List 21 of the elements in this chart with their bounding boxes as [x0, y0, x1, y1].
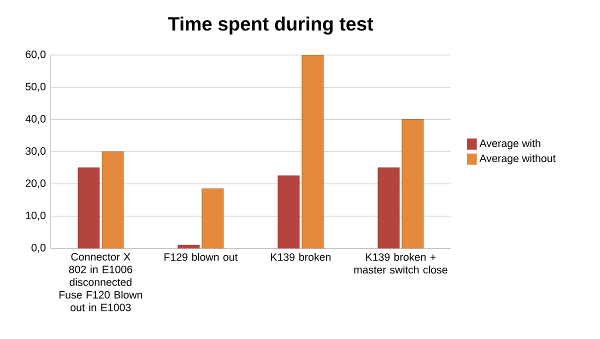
legend-label: Average with — [479, 139, 540, 150]
y-tick-label: 20,0 — [26, 179, 46, 188]
y-tick-label: 50,0 — [26, 82, 46, 92]
bar — [302, 55, 324, 248]
bar — [202, 188, 224, 248]
x-tick-label: F129 blown out — [164, 253, 238, 261]
legend-label: Average without — [479, 154, 556, 164]
bar — [78, 168, 100, 248]
x-tick-label: K139 broken — [271, 253, 331, 261]
bar — [278, 176, 300, 248]
y-tick-label: 60,0 — [26, 50, 46, 60]
bar — [402, 119, 424, 248]
chart-title: Time spent during test — [168, 16, 374, 35]
y-tick-label: 0,0 — [32, 244, 46, 253]
y-tick-label: 30,0 — [26, 147, 46, 156]
bar — [378, 168, 400, 248]
y-tick-label: 40,0 — [25, 115, 46, 124]
x-tick-label: K139 broken + master switch close — [354, 253, 448, 274]
x-tick-label: Connector X 802 in E1006 disconnected Fuse F120 Blown out in E1003 — [59, 253, 142, 312]
bar — [102, 151, 124, 248]
y-tick-label: 10,0 — [26, 212, 46, 221]
